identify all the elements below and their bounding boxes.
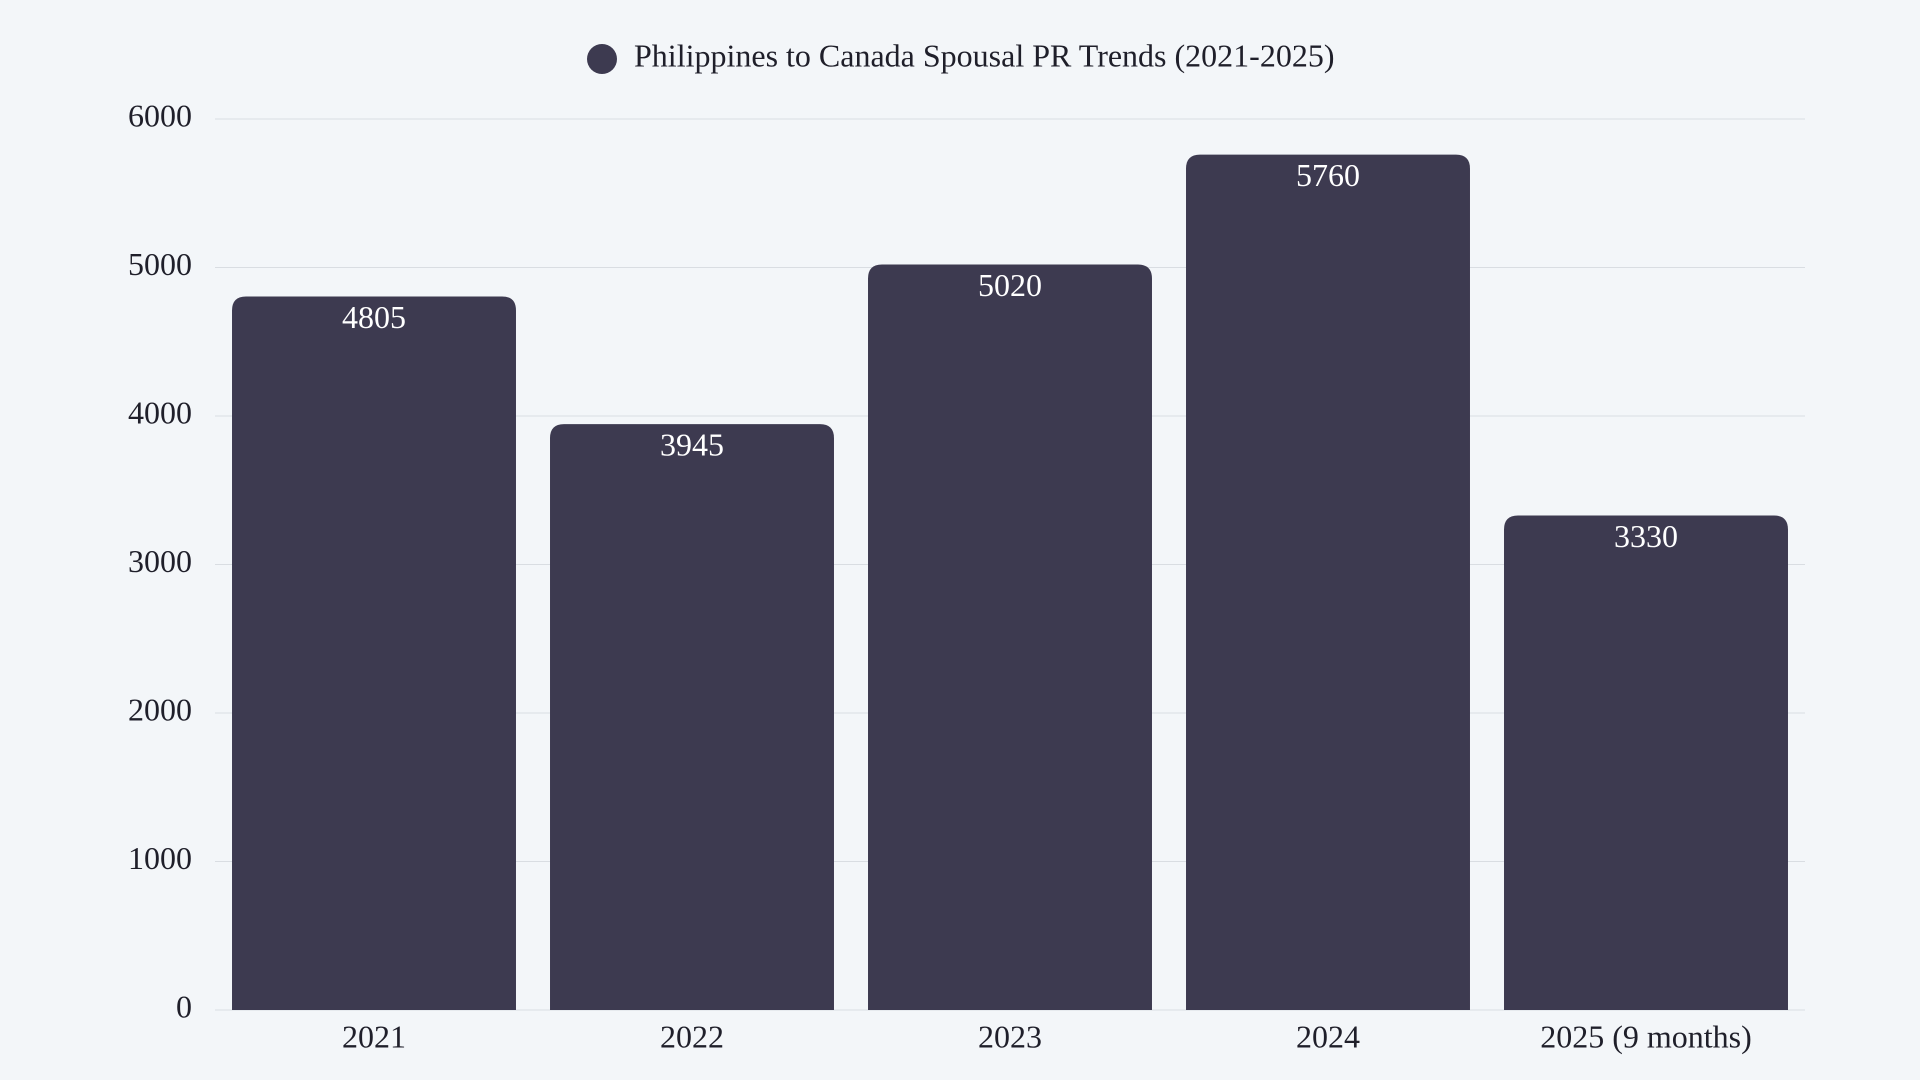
value-label: 3330 — [1614, 518, 1678, 554]
value-label: 5020 — [978, 267, 1042, 303]
y-tick-label: 3000 — [128, 543, 192, 579]
x-tick-label: 2025 (9 months) — [1540, 1018, 1752, 1054]
value-label: 4805 — [342, 299, 406, 335]
bar — [550, 424, 834, 1011]
legend-marker — [587, 44, 617, 74]
bar — [1504, 515, 1788, 1010]
x-tick-label: 2022 — [660, 1018, 724, 1054]
legend-label: Philippines to Canada Spousal PR Trends … — [634, 37, 1334, 73]
y-tick-label: 5000 — [128, 246, 192, 282]
bar — [232, 296, 516, 1010]
y-tick-label: 4000 — [128, 394, 192, 430]
x-tick-label: 2021 — [342, 1018, 406, 1054]
value-label: 3945 — [660, 427, 724, 463]
bar — [1186, 154, 1470, 1010]
value-label: 5760 — [1296, 157, 1360, 193]
y-tick-label: 2000 — [128, 691, 192, 727]
y-tick-label: 1000 — [128, 840, 192, 876]
x-tick-label: 2024 — [1296, 1018, 1360, 1054]
bar — [868, 264, 1152, 1010]
y-tick-label: 0 — [176, 988, 192, 1024]
y-tick-label: 6000 — [128, 97, 192, 133]
x-tick-label: 2023 — [978, 1018, 1042, 1054]
